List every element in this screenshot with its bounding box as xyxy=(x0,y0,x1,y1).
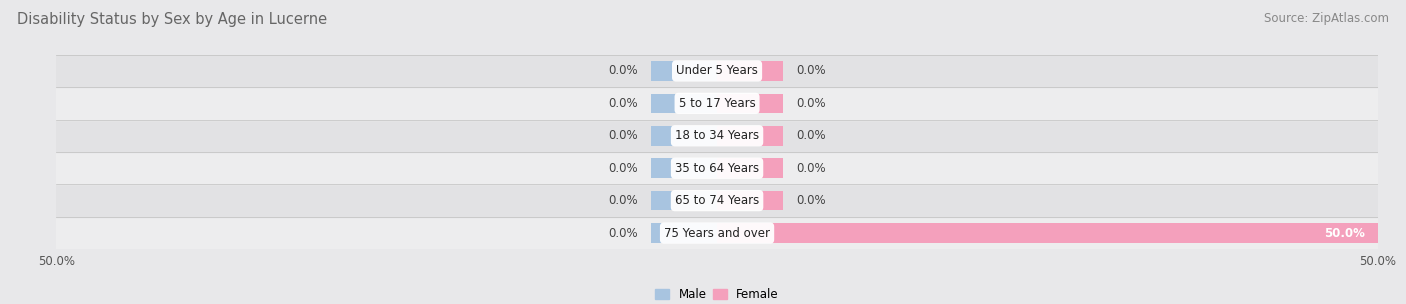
Bar xyxy=(717,158,783,178)
Text: 0.0%: 0.0% xyxy=(609,97,638,110)
Text: Source: ZipAtlas.com: Source: ZipAtlas.com xyxy=(1264,12,1389,25)
Bar xyxy=(651,158,717,178)
Bar xyxy=(717,223,1378,243)
Bar xyxy=(717,94,783,113)
Text: 5 to 17 Years: 5 to 17 Years xyxy=(679,97,755,110)
Bar xyxy=(56,119,1378,152)
Bar xyxy=(56,87,1378,119)
Bar xyxy=(717,126,783,146)
Bar xyxy=(651,61,717,81)
Text: 0.0%: 0.0% xyxy=(796,162,825,175)
Text: 0.0%: 0.0% xyxy=(796,129,825,142)
Text: 18 to 34 Years: 18 to 34 Years xyxy=(675,129,759,142)
Legend: Male, Female: Male, Female xyxy=(651,283,783,304)
Bar xyxy=(651,94,717,113)
Text: 0.0%: 0.0% xyxy=(796,64,825,78)
Text: 75 Years and over: 75 Years and over xyxy=(664,226,770,240)
Bar xyxy=(651,126,717,146)
Bar xyxy=(717,61,783,81)
Bar xyxy=(56,217,1378,249)
Text: 0.0%: 0.0% xyxy=(609,194,638,207)
Text: 50.0%: 50.0% xyxy=(1324,226,1365,240)
Text: 0.0%: 0.0% xyxy=(609,129,638,142)
Text: 0.0%: 0.0% xyxy=(796,194,825,207)
Text: 0.0%: 0.0% xyxy=(796,97,825,110)
Text: Under 5 Years: Under 5 Years xyxy=(676,64,758,78)
Bar xyxy=(56,152,1378,185)
Bar xyxy=(56,185,1378,217)
Text: 35 to 64 Years: 35 to 64 Years xyxy=(675,162,759,175)
Text: Disability Status by Sex by Age in Lucerne: Disability Status by Sex by Age in Lucer… xyxy=(17,12,328,27)
Bar xyxy=(717,191,783,210)
Bar xyxy=(56,55,1378,87)
Text: 0.0%: 0.0% xyxy=(609,226,638,240)
Bar xyxy=(651,191,717,210)
Text: 0.0%: 0.0% xyxy=(609,64,638,78)
Text: 65 to 74 Years: 65 to 74 Years xyxy=(675,194,759,207)
Bar xyxy=(651,223,717,243)
Text: 0.0%: 0.0% xyxy=(609,162,638,175)
